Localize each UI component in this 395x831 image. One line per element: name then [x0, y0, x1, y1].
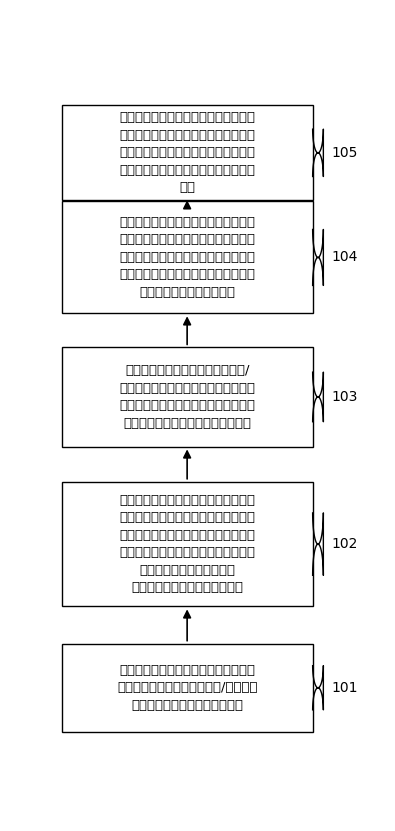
Bar [62, 347, 313, 446]
Text: 根据供应商信息，将所述至少部分均质
材料成分的环境调查表发送给该种均质
材料成分的供应商，以使供应商在第一
环境调查表中填写每种有害物质的检测
结果，得到第二环: 根据供应商信息，将所述至少部分均质 材料成分的环境调查表发送给该种均质 材料成分… [119, 216, 255, 299]
Text: 101: 101 [331, 681, 357, 695]
Text: 根据所述目标产品的物料材料属性分解
出目标产品的均质材料成分，并根据预
先配置的有害物质信息，生成至少部分
均质材料成分的有害物质信息表；所述
有害物质信息表中: 根据所述目标产品的物料材料属性分解 出目标产品的均质材料成分，并根据预 先配置的… [119, 494, 255, 594]
Text: 103: 103 [331, 390, 357, 404]
Text: 105: 105 [331, 145, 357, 160]
Bar [62, 643, 313, 732]
Text: 将预先配置的、对应产品目的地和/
或客户信息的目标有害物质管控标准添
加至所述有害物质信息表，生成至少部
分均质材料成分的第一环境调查表；: 将预先配置的、对应产品目的地和/ 或客户信息的目标有害物质管控标准添 加至所述有… [119, 364, 255, 430]
Bar [62, 106, 313, 200]
Text: 获取目标产品的物料档案信息；所述物
料档案信息包括产品目的地和/或客户信
息、物料材料属性、供应商信息: 获取目标产品的物料档案信息；所述物 料档案信息包括产品目的地和/或客户信 息、物… [117, 664, 258, 712]
Text: 104: 104 [331, 250, 357, 264]
Text: 基于至少部分均质材料成分的第二环境
调查表，确定至少部分均质材料成分的
环境有害物质审核结果，以基于所述环
境有害物质审核结果确定供应商的供货
资格: 基于至少部分均质材料成分的第二环境 调查表，确定至少部分均质材料成分的 环境有害… [119, 111, 255, 194]
Bar [62, 482, 313, 607]
Bar [62, 201, 313, 313]
Text: 102: 102 [331, 537, 357, 551]
